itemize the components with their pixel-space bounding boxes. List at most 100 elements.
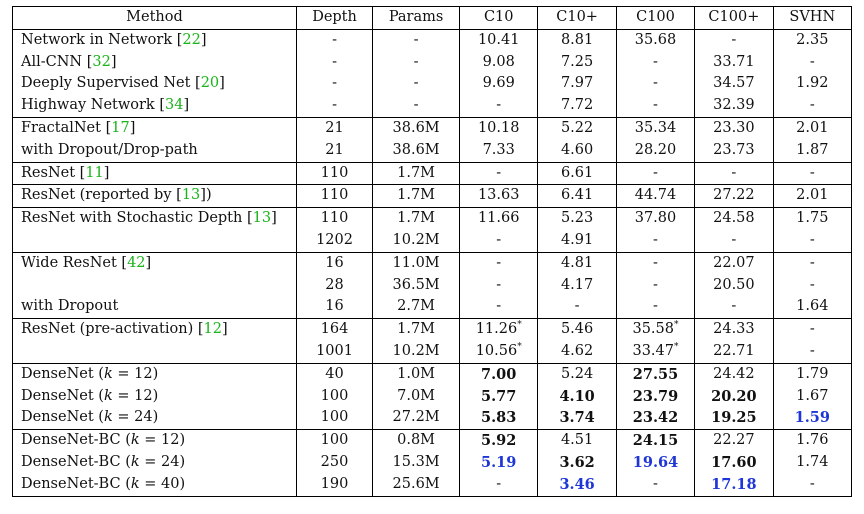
cell-c10p: 3.74 <box>537 407 617 430</box>
method-name: DenseNet-BC <box>21 475 121 492</box>
citation-link[interactable]: 20 <box>200 75 220 92</box>
citation-link[interactable]: 12 <box>203 321 222 338</box>
table-row: DenseNet (k = 12) 100 7.0M 5.77 4.10 23.79 20.… <box>13 385 852 408</box>
cell-params: 0.8M <box>372 429 460 452</box>
cell-svhn: 1.75 <box>772 207 852 230</box>
cell-depth: - <box>295 51 373 74</box>
cell-params: 38.6M <box>372 139 460 163</box>
cell-c100p: - <box>694 28 774 52</box>
cell-c10p: 5.23 <box>537 207 617 230</box>
method-name: ResNet <box>21 164 76 181</box>
method-cell: DenseNet-BC (k = 40) <box>21 475 186 492</box>
cell-c10: 5.19 <box>459 451 538 474</box>
table-row: 1001 10.2M 10.56* 4.62 33.47* 22.71- <box>13 340 852 364</box>
cell-c10: 5.83 <box>459 407 538 430</box>
citation-link[interactable]: 32 <box>92 53 111 70</box>
method-suffix: ) <box>205 187 212 204</box>
table-body: Network in Network [22] - -10.41 8.81 35.68-… <box>12 28 852 497</box>
header-c100: C100 <box>615 6 695 30</box>
cell-c100: 28.20 <box>615 139 695 163</box>
cell-svhn: 1.74 <box>772 451 852 474</box>
cell-c100p: - <box>694 161 774 185</box>
cell-svhn: - <box>772 251 852 275</box>
method-cell: FractalNet [17] <box>12 116 297 140</box>
cell-svhn: - <box>772 340 852 364</box>
cell-c100p: 24.58 <box>694 207 774 230</box>
cell-svhn: - <box>772 161 852 185</box>
cell-c100p: 20.50 <box>694 274 774 297</box>
method-cell: ResNet (pre-activation) [12] <box>12 318 297 341</box>
citation-link[interactable]: 11 <box>85 164 104 181</box>
citation-link[interactable]: 13 <box>252 210 272 227</box>
method-name: ResNet (pre-activation) <box>21 321 194 338</box>
method-name: Highway Network <box>21 97 155 114</box>
cell-params: 7.0M <box>372 385 460 408</box>
cell-c100p: 17.18 <box>694 473 774 497</box>
cell-c100: 35.34 <box>615 116 695 140</box>
cell-c100p: 32.39 <box>694 95 774 118</box>
citation-link[interactable]: 34 <box>165 97 184 114</box>
citation-link[interactable]: 13 <box>181 187 201 204</box>
cell-params: 11.0M <box>372 251 460 275</box>
cell-c10: 5.77 <box>459 385 538 408</box>
cell-c10p: 7.97 <box>537 73 617 96</box>
cell-svhn: - <box>772 274 852 297</box>
method-cell: DenseNet-BC (k = 24) <box>21 453 186 470</box>
cell-c100: 27.55 <box>615 362 695 386</box>
cell-depth: 100 <box>295 429 373 452</box>
cell-c10p: 4.91 <box>537 229 617 253</box>
cell-c10p: 8.81 <box>537 28 617 52</box>
cell-c100p: 23.30 <box>694 116 774 140</box>
table-row: DenseNet-BC (k = 24) 250 15.3M 5.19 3.62 19.6… <box>13 451 852 474</box>
cell-c10p: 7.25 <box>537 51 617 74</box>
cell-params: 1.0M <box>372 362 460 386</box>
cell-depth: 190 <box>295 473 373 497</box>
citation-link[interactable]: 22 <box>182 31 201 48</box>
cell-depth: 110 <box>295 161 373 185</box>
cell-c10: 9.08 <box>459 51 538 74</box>
method-cell <box>13 230 297 252</box>
cell-depth: - <box>295 73 373 96</box>
method-name: DenseNet <box>21 365 94 382</box>
cell-c10: 11.66 <box>459 207 538 230</box>
cell-svhn: 1.67 <box>772 385 852 408</box>
method-cell: with Dropout/Drop-path <box>13 140 297 162</box>
header-c10-plus: C10+ <box>537 6 617 30</box>
cell-params: - <box>372 95 460 118</box>
cell-params: 1.7M <box>372 207 460 230</box>
growth-rate: 12 <box>134 365 153 382</box>
cell-c100p: 34.57 <box>694 73 774 96</box>
method-name: DenseNet-BC <box>21 432 121 449</box>
cell-c100: 44.74 <box>615 184 695 208</box>
growth-rate: 40 <box>161 475 180 492</box>
cell-c10p: 5.46 <box>537 318 617 341</box>
citation-link[interactable]: 42 <box>127 254 146 271</box>
method-name: Wide ResNet <box>21 254 117 271</box>
cell-c10p: 6.41 <box>537 184 617 208</box>
header-svhn: SVHN <box>772 6 852 30</box>
cell-depth: 164 <box>295 318 373 341</box>
cell-c10p: 3.62 <box>537 451 617 474</box>
table-row: ResNet (reported by [13]) 110 1.7M 13.63 6.4… <box>12 184 852 208</box>
cell-c100: - <box>615 95 695 118</box>
method-cell: Deeply Supervised Net [20] <box>21 75 225 92</box>
table-row: with Dropout/Drop-path 21 38.6M 7.33 4.60 28.… <box>13 139 852 163</box>
cell-params: 1.7M <box>372 318 460 341</box>
cell-c100: - <box>615 296 695 319</box>
citation-link[interactable]: 17 <box>111 119 130 136</box>
cell-c10p: - <box>537 296 617 319</box>
cell-c100p: 27.22 <box>694 184 774 208</box>
method-name: FractalNet <box>21 119 101 136</box>
table-row: FractalNet [17] 21 38.6M 10.18 5.22 35.34 23.3… <box>12 116 852 140</box>
cell-depth: - <box>295 95 373 118</box>
cell-c10p: 3.46 <box>537 473 617 497</box>
cell-depth: 21 <box>295 139 373 163</box>
cell-c100: 35.58* <box>615 318 695 341</box>
cell-c10: - <box>459 473 538 497</box>
cell-c10: - <box>459 95 538 118</box>
cell-depth: 28 <box>295 274 373 297</box>
method-name: All-CNN <box>21 53 83 70</box>
method-name: ResNet with Stochastic Depth <box>21 210 243 227</box>
method-cell: DenseNet-BC (k = 12) <box>12 429 297 452</box>
cell-svhn: - <box>772 229 852 253</box>
